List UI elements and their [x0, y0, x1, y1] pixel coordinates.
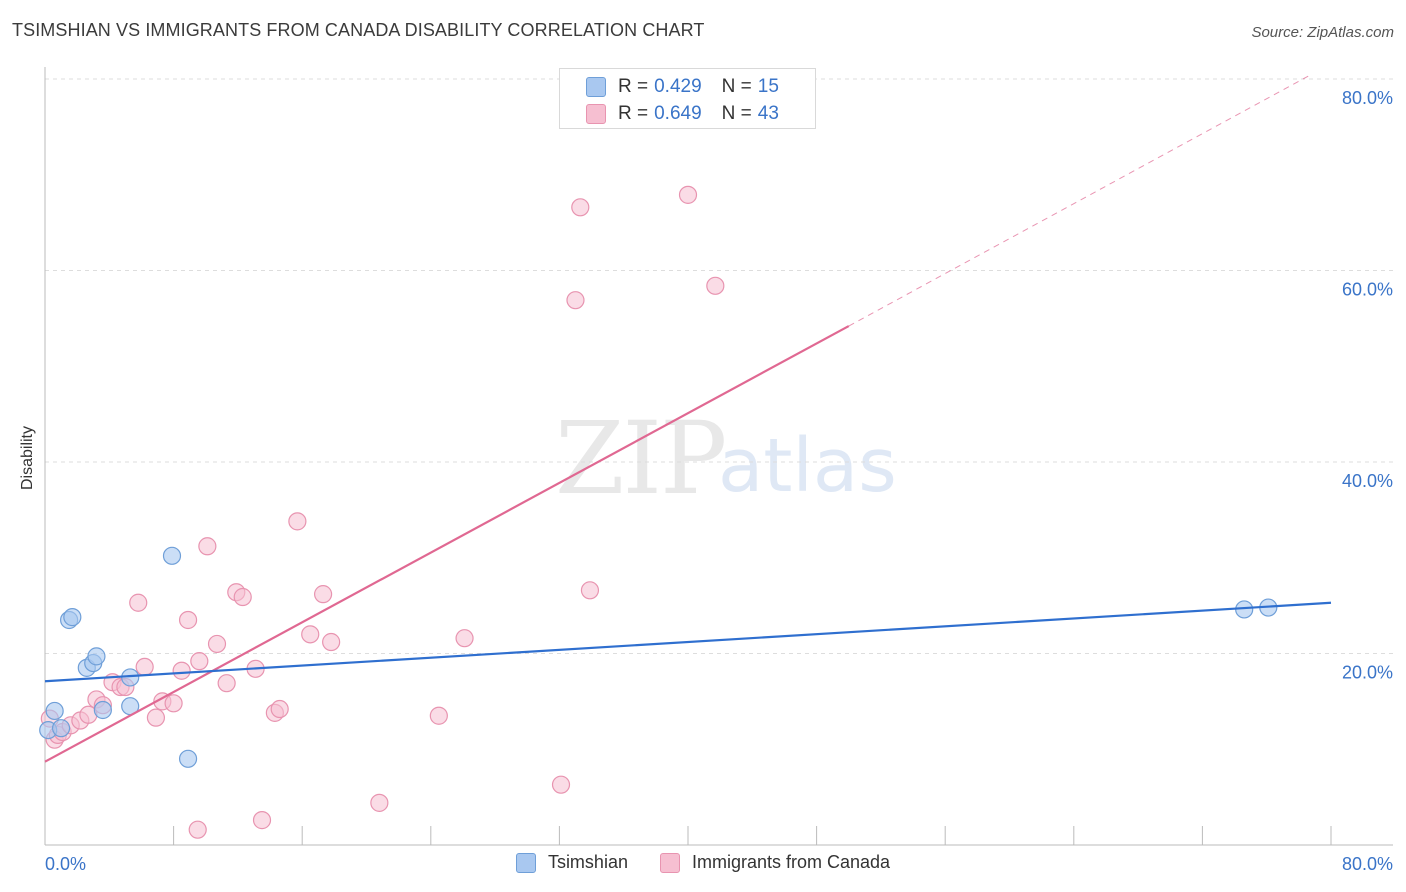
point-canada	[270, 699, 289, 719]
series-legend-label: Tsimshian	[547, 852, 628, 872]
legend-r-label: R =	[618, 76, 649, 97]
x-tick-label: 0.0%	[45, 854, 86, 874]
legend-swatch-tsimshian	[586, 77, 606, 97]
point-canada	[146, 708, 166, 727]
y-tick-label: 60.0%	[1342, 280, 1393, 300]
point-canada	[429, 706, 448, 725]
point-canada	[217, 674, 236, 693]
trendline-canada	[44, 325, 850, 763]
point-canada	[188, 820, 207, 839]
watermark-atlas: atlas	[718, 423, 897, 509]
point-canada	[580, 581, 600, 600]
point-canada	[571, 198, 590, 217]
legend-n-value: 43	[757, 103, 779, 124]
point-canada	[190, 652, 209, 671]
series-swatch-tsimshian	[515, 852, 536, 873]
point-canada	[252, 811, 272, 830]
point-tsimshian	[51, 719, 71, 738]
x-tick-label: 80.0%	[1342, 854, 1393, 874]
point-canada	[135, 657, 154, 677]
point-canada	[164, 694, 183, 713]
y-tick-label: 80.0%	[1342, 88, 1393, 108]
legend-swatch-canada	[586, 104, 606, 124]
correlation-legend: R = 0.429 N = 15 R = 0.649 N = 43	[559, 68, 816, 129]
point-canada	[313, 585, 333, 604]
watermark-zip: ZIP	[555, 400, 727, 517]
point-canada	[678, 185, 698, 204]
point-canada	[566, 291, 585, 310]
point-canada	[178, 610, 198, 630]
point-tsimshian	[178, 749, 198, 768]
series-legend: Tsimshian Immigrants from Canada	[0, 852, 1406, 873]
legend-n-label: N =	[721, 103, 752, 124]
legend-row-canada: R = 0.649 N = 43	[586, 102, 779, 126]
trendline-canada-extension	[848, 73, 1312, 327]
point-canada	[198, 537, 217, 556]
legend-r-label: R =	[618, 103, 649, 124]
legend-row-tsimshian: R = 0.429 N = 15	[586, 75, 779, 99]
point-tsimshian	[63, 608, 82, 627]
point-tsimshian	[162, 546, 182, 565]
point-canada	[233, 587, 252, 607]
y-tick-label: 40.0%	[1342, 471, 1393, 491]
point-canada	[551, 775, 571, 794]
point-canada	[370, 793, 389, 812]
y-axis-label: Disability	[19, 425, 36, 491]
legend-r-value: 0.429	[654, 76, 702, 97]
legend-n-label: N =	[721, 76, 752, 97]
point-canada	[455, 629, 474, 648]
point-tsimshian	[87, 647, 106, 666]
chart-title: TSIMSHIAN VS IMMIGRANTS FROM CANADA DISA…	[12, 20, 705, 40]
trendline-tsimshian	[44, 601, 1332, 683]
point-canada	[301, 625, 320, 644]
series-swatch-canada	[659, 852, 680, 873]
point-canada	[288, 512, 307, 531]
point-canada	[207, 634, 227, 654]
y-tick-label: 20.0%	[1342, 663, 1393, 683]
point-tsimshian	[45, 701, 64, 721]
series-legend-canada: Immigrants from Canada	[659, 852, 891, 873]
series-legend-label: Immigrants from Canada	[691, 852, 891, 872]
point-canada	[706, 276, 725, 295]
point-canada	[322, 632, 341, 652]
legend-r-value: 0.649	[654, 103, 702, 124]
point-tsimshian	[93, 700, 112, 720]
point-canada	[129, 593, 148, 612]
source-credit: Source: ZipAtlas.com	[1251, 24, 1394, 41]
series-legend-tsimshian: Tsimshian	[515, 852, 628, 873]
legend-n-value: 15	[757, 76, 779, 97]
point-canada	[172, 661, 191, 680]
